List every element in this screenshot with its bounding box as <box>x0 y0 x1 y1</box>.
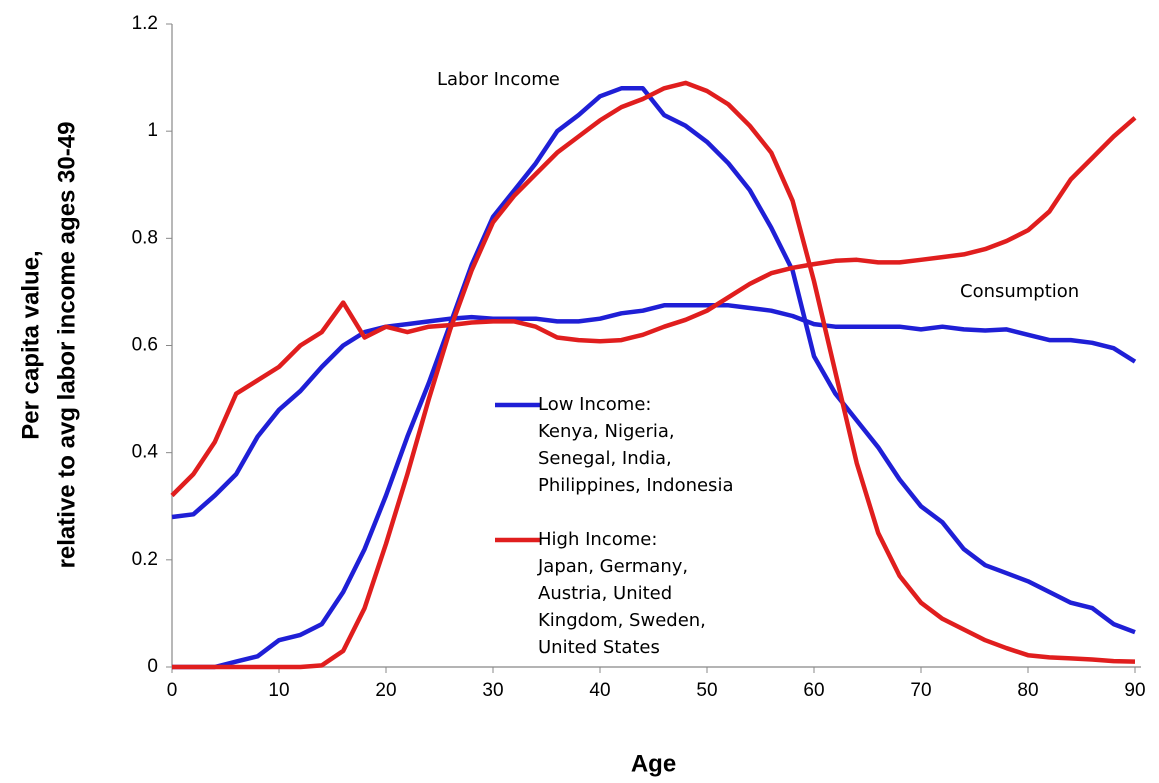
x-tick-label: 90 <box>1124 680 1145 701</box>
legend-label: Austria, United <box>538 583 672 604</box>
annotation: Labor Income <box>437 69 560 90</box>
x-axis-label: Age <box>631 750 676 777</box>
legend-label: United States <box>538 637 660 658</box>
x-tick-label: 40 <box>589 680 610 701</box>
x-tick-label: 30 <box>482 680 503 701</box>
legend-label: Kingdom, Sweden, <box>538 610 706 631</box>
legend-label: Japan, Germany, <box>537 556 688 577</box>
x-tick-label: 10 <box>268 680 289 701</box>
line-consumption <box>171 303 1137 520</box>
line-labor-income <box>172 80 1136 670</box>
legend-label: Philippines, Indonesia <box>538 475 733 496</box>
line-labor-income <box>172 86 1136 670</box>
x-tick-label: 60 <box>803 680 824 701</box>
y-tick-label: 0 <box>147 656 158 677</box>
legend-label: High Income: <box>538 529 657 550</box>
legend-label: Kenya, Nigeria, <box>538 421 675 442</box>
legend-label: Senegal, India, <box>538 448 672 469</box>
y-axis-label: relative to avg labor income ages 30-49 <box>53 122 80 569</box>
x-tick-label: 20 <box>375 680 396 701</box>
x-tick-label: 0 <box>167 680 178 701</box>
x-tick-label: 70 <box>910 680 931 701</box>
y-axis-label: Per capita value, <box>17 250 44 439</box>
legend-label: Low Income: <box>538 394 651 415</box>
y-tick-label: 1.2 <box>132 13 158 34</box>
y-tick-label: 0.6 <box>132 335 158 356</box>
annotation: Consumption <box>960 281 1079 302</box>
line-consumption <box>170 116 1137 498</box>
y-tick-label: 0.4 <box>132 442 159 463</box>
y-tick-label: 0.8 <box>132 227 158 248</box>
y-tick-label: 1 <box>147 120 158 141</box>
x-tick-label: 50 <box>696 680 717 701</box>
x-tick-label: 80 <box>1017 680 1038 701</box>
y-tick-label: 0.2 <box>132 549 158 570</box>
